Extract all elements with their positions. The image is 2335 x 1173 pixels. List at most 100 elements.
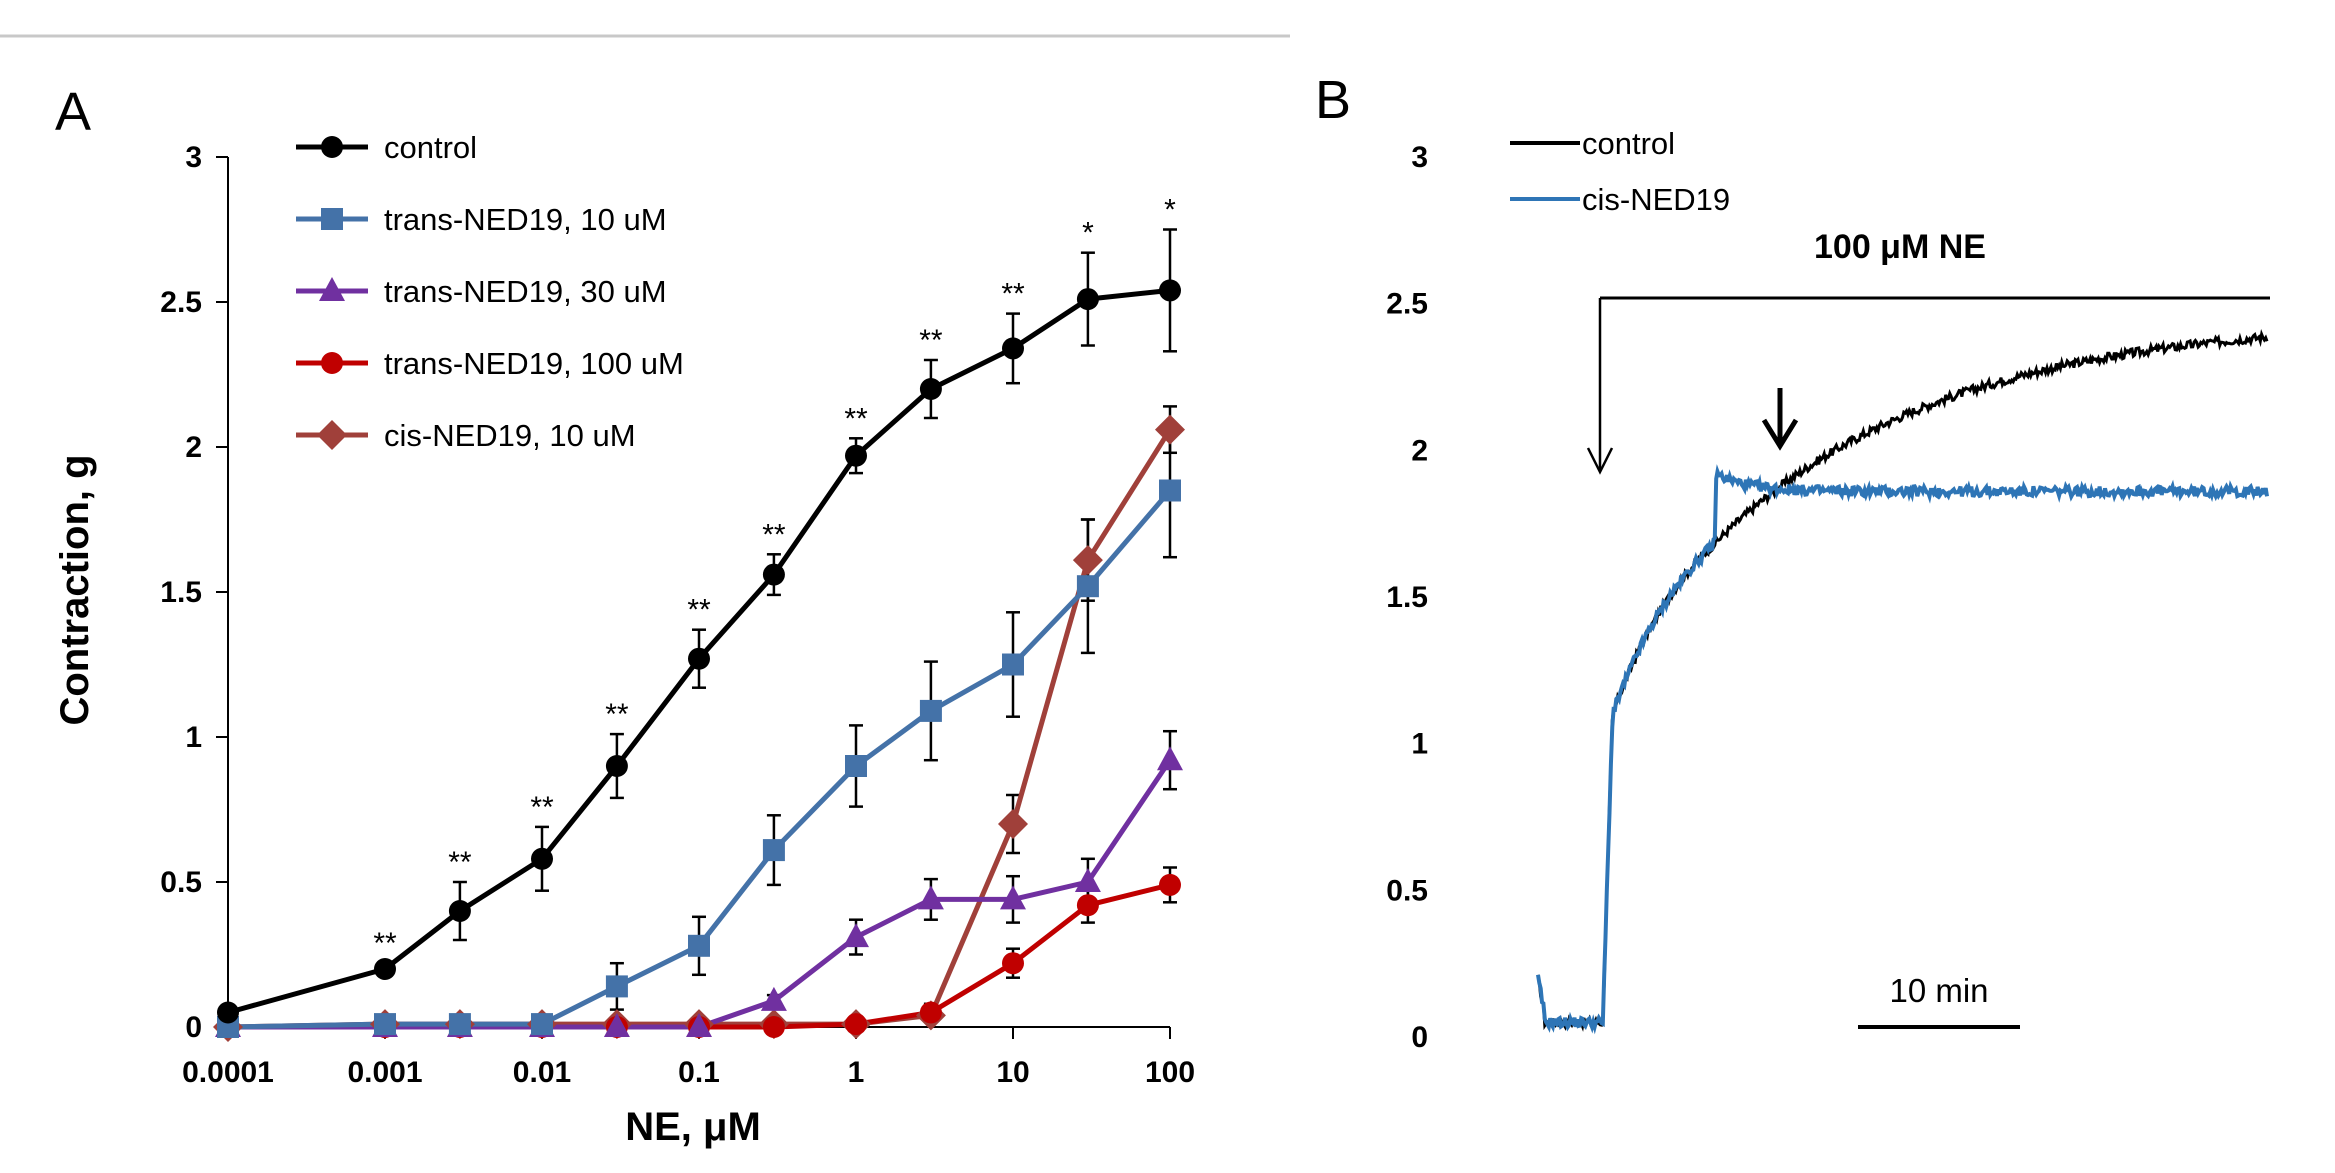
significance-stars: ** [605, 698, 629, 731]
marker-trans-ned19-10-um [374, 1013, 396, 1036]
marker-cis-ned19-10-um [998, 809, 1028, 839]
panel-a-y-tick-label: 2 [185, 431, 202, 464]
panel-b-y-tick-label: 0.5 [1386, 874, 1428, 907]
panel-a-x-axis-title: NE, μM [625, 1105, 761, 1149]
trace-cis-ned19 [1536, 464, 2269, 1035]
legend-marker-cis-ned19-10-um [317, 420, 347, 450]
panel-b-y-tick-label: 0 [1411, 1021, 1428, 1054]
panel-a-axes: 0 0.5 1 1.5 2 2.5 3 0.0001 0.001 0.01 0.1 1 10 100 [160, 141, 1195, 1089]
legend-label-control: control [1582, 126, 1675, 161]
marker-control [919, 378, 942, 400]
marker-control [688, 647, 710, 670]
marker-trans-ned19-100-um [1159, 873, 1181, 896]
marker-trans-ned19-100-um [762, 1016, 785, 1038]
panel-a-x-tick-label: 100 [1145, 1056, 1195, 1089]
marker-trans-ned19-10-um [919, 699, 942, 722]
marker-control [845, 444, 867, 467]
marker-trans-ned19-30-um [686, 1013, 712, 1037]
marker-trans-ned19-10-um [762, 839, 785, 862]
marker-control [1076, 288, 1099, 311]
marker-trans-ned19-30-um [1074, 868, 1101, 892]
panel-a-y-tick-label: 0 [185, 1011, 202, 1044]
significance-stars: ** [448, 846, 472, 879]
marker-trans-ned19-10-um [1002, 653, 1024, 676]
panel-a-markers [213, 279, 1185, 1042]
legend-label-trans-ned19-30-um: trans-NED19, 30 uM [384, 274, 667, 309]
marker-trans-ned19-30-um [917, 885, 944, 910]
panel-a-x-tick-label: 0.01 [513, 1056, 571, 1089]
marker-trans-ned19-10-um [605, 975, 628, 998]
panel-a-x-tick-label: 0.1 [678, 1056, 720, 1089]
marker-trans-ned19-10-um [531, 1013, 553, 1036]
panel-label-a: A [55, 82, 91, 142]
panel-a-x-tick-label: 1 [848, 1056, 865, 1089]
trace-control [1536, 329, 2269, 1032]
legend-marker-trans-ned19-30-um [319, 277, 345, 301]
marker-trans-ned19-30-um [603, 1013, 630, 1037]
marker-trans-ned19-10-um [448, 1013, 471, 1036]
marker-trans-ned19-100-um [845, 1013, 867, 1036]
marker-cis-ned19-10-um [1072, 545, 1103, 576]
marker-trans-ned19-30-um [1000, 885, 1026, 910]
marker-cis-ned19-10-um [1155, 414, 1185, 445]
panel-a-significance-stars: ******************** [373, 194, 1176, 961]
legend-label-control: control [384, 130, 477, 165]
line-trans-ned19-30-um [228, 758, 1173, 1030]
line-control [227, 287, 1171, 1015]
legend-marker-control [321, 136, 343, 158]
marker-control [605, 755, 628, 777]
legend-label-cis-ned19-10-um: cis-NED19, 10 uM [384, 418, 636, 453]
marker-control [1002, 337, 1024, 360]
panel-b-legend: control cis-NED19 [1510, 126, 1730, 217]
marker-trans-ned19-10-um [845, 755, 867, 777]
panel-b-chart: B 0 0.5 1 1.5 2 2.5 3 control cis-NED19 100 μM … [1315, 70, 2270, 1054]
panel-a-y-tick-label: 0.5 [160, 866, 202, 899]
legend-label-trans-ned19-10-um: trans-NED19, 10 uM [384, 202, 667, 237]
panel-b-y-tick-label: 3 [1411, 141, 1428, 174]
significance-stars: ** [844, 402, 868, 435]
ne-application-arrow-head [1586, 447, 1614, 475]
legend-label-cis-ned19: cis-NED19 [1582, 182, 1730, 217]
panel-a-chart: A 00.511.522.530.0001 0.001 0.01 0.1 1 10 100 … [53, 82, 1195, 1149]
marker-trans-ned19-10-um [1159, 479, 1181, 502]
panel-b-y-tick-label: 2 [1411, 434, 1428, 467]
significance-stars: ** [919, 324, 943, 357]
marker-trans-ned19-30-um [843, 923, 869, 948]
panel-a-y-axis-title: Contraction, g [53, 454, 97, 725]
legend-label-trans-ned19-100-um: trans-NED19, 100 uM [384, 346, 684, 381]
panel-a-x-tick-label: 0.0001 [182, 1056, 274, 1089]
panel-a-y-tick-label: 3 [185, 141, 202, 174]
panel-b-axes: 0 0.5 1 1.5 2 2.5 3 [1386, 141, 1428, 1054]
panel-label-b: B [1315, 70, 1351, 130]
significance-stars: ** [373, 927, 397, 960]
marker-control [448, 900, 471, 922]
marker-control [217, 1001, 239, 1024]
panel-b-y-tick-label: 1 [1411, 728, 1428, 761]
panel-a-x-tick-label: 10 [996, 1056, 1029, 1089]
marker-trans-ned19-10-um [1076, 575, 1099, 598]
marker-trans-ned19-10-um [688, 934, 710, 957]
ne-concentration-label: 100 μM NE [1814, 228, 1986, 266]
legend-marker-trans-ned19-100-um [321, 352, 343, 374]
panel-a-y-tick-label: 2.5 [160, 286, 202, 319]
panel-b-y-tick-label: 1.5 [1386, 581, 1428, 614]
cis-ned19-addition-arrow-head [1761, 418, 1799, 451]
panel-b-y-tick-label: 2.5 [1386, 288, 1428, 321]
marker-trans-ned19-100-um [919, 1001, 942, 1024]
marker-trans-ned19-30-um [760, 986, 787, 1011]
marker-control [531, 847, 553, 870]
panel-a-legend: control trans-NED19, 10 uM trans-NED19, 30… [296, 130, 684, 453]
panel-a-y-tick-label: 1 [185, 721, 202, 754]
marker-control [1159, 279, 1181, 302]
significance-stars: ** [687, 594, 711, 627]
marker-trans-ned19-100-um [1076, 894, 1099, 917]
significance-stars: ** [530, 791, 554, 824]
marker-trans-ned19-30-um [1157, 746, 1183, 771]
panel-a-y-tick-label: 1.5 [160, 576, 202, 609]
marker-control [374, 958, 396, 980]
legend-marker-trans-ned19-10-um [321, 208, 343, 230]
significance-stars: * [1082, 217, 1094, 250]
significance-stars: * [1164, 194, 1176, 227]
marker-control [762, 563, 785, 586]
